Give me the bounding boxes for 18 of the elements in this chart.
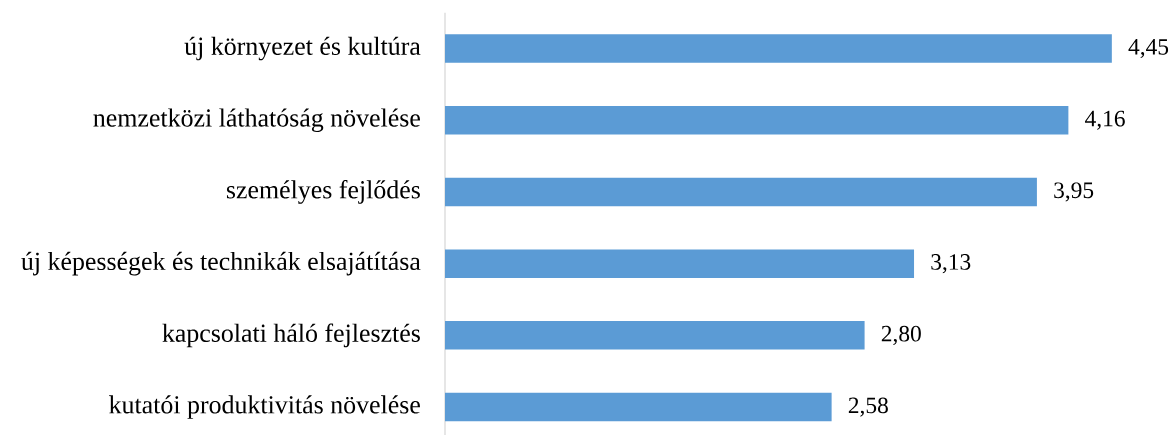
bar [445, 249, 915, 278]
bar [445, 177, 1037, 207]
data-label: 4,45 [1128, 39, 1169, 59]
data-label: 4,16 [1085, 110, 1125, 130]
y-tick-label: személyes fejlődés [226, 180, 420, 204]
y-tick-label: kapcsolati háló fejlesztés [162, 323, 420, 348]
data-label: 2,80 [881, 325, 921, 345]
y-tick-label: kutatói produktivitás növelése [109, 395, 420, 419]
data-label: 3,95 [1054, 182, 1094, 202]
y-tick-label: nemzetközi láthatóság növelése [93, 108, 420, 133]
data-label: 3,13 [931, 254, 971, 274]
bar [445, 321, 865, 350]
data-label: 2,58 [848, 397, 888, 417]
bar [445, 34, 1112, 63]
bar [445, 106, 1069, 135]
y-tick-label: új képességek és technikák elsajátítása [21, 251, 421, 276]
bar [445, 392, 832, 422]
y-tick-label: új környezet és kultúra [184, 36, 421, 61]
